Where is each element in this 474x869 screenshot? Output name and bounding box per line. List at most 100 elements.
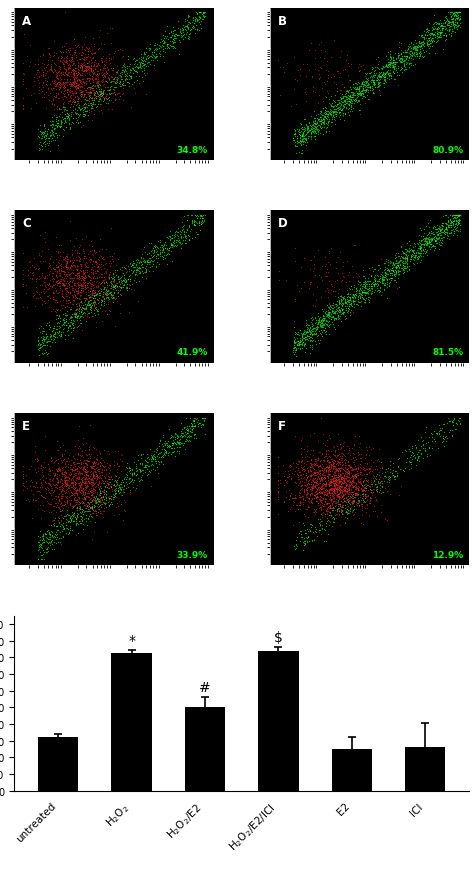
Point <box>342 303 349 317</box>
Point <box>311 488 319 502</box>
Point <box>175 434 182 448</box>
Point <box>299 127 306 141</box>
Point <box>337 438 344 452</box>
Point <box>406 41 414 55</box>
Point <box>67 513 75 527</box>
Point <box>382 261 389 275</box>
Point <box>402 256 410 270</box>
Point <box>85 497 92 511</box>
Point <box>311 328 319 342</box>
Point <box>349 78 357 92</box>
Point <box>36 255 44 269</box>
Text: 81.5%: 81.5% <box>432 348 463 357</box>
Point <box>336 109 344 123</box>
Point <box>140 64 147 78</box>
Point <box>109 490 117 504</box>
Point <box>91 298 98 312</box>
Point <box>79 103 87 117</box>
Point <box>355 84 363 98</box>
Point <box>401 251 409 265</box>
Point <box>70 285 78 299</box>
Point <box>300 543 307 557</box>
Point <box>300 340 308 354</box>
Point <box>303 488 310 501</box>
Point <box>108 289 115 302</box>
Point <box>93 293 101 307</box>
Point <box>108 469 115 483</box>
Point <box>70 97 78 111</box>
Point <box>95 467 102 481</box>
Point <box>403 251 410 265</box>
Point <box>91 464 99 478</box>
Point <box>387 56 394 70</box>
Point <box>405 47 413 61</box>
Point <box>403 50 410 64</box>
Point <box>133 465 141 479</box>
Point <box>153 441 161 455</box>
Point <box>178 224 185 238</box>
Point <box>122 281 130 295</box>
Point <box>346 96 353 109</box>
Point <box>70 267 77 281</box>
Point <box>366 84 374 98</box>
Point <box>82 285 89 299</box>
Point <box>438 218 445 232</box>
Point <box>438 17 445 30</box>
Point <box>325 315 332 329</box>
Point <box>81 79 88 93</box>
Point <box>74 59 82 73</box>
Point <box>410 448 418 462</box>
Point <box>171 36 178 50</box>
Point <box>328 508 335 522</box>
Point <box>326 463 334 477</box>
Point <box>83 67 91 81</box>
Point <box>91 494 99 508</box>
Point <box>337 488 345 502</box>
Point <box>123 265 130 279</box>
Point <box>345 492 352 506</box>
Point <box>435 228 442 242</box>
Point <box>353 95 360 109</box>
Point <box>150 54 157 68</box>
Point <box>333 503 341 517</box>
Point <box>51 499 58 513</box>
Point <box>326 468 334 481</box>
Point <box>172 226 179 240</box>
Point <box>316 446 324 460</box>
Point <box>109 269 116 283</box>
Point <box>67 258 74 272</box>
Point <box>436 224 444 238</box>
Point <box>140 266 147 280</box>
Point <box>54 66 61 80</box>
Point <box>420 235 428 249</box>
Point <box>407 56 414 70</box>
Point <box>371 69 378 83</box>
Point <box>399 259 407 273</box>
Point <box>311 133 319 147</box>
Point <box>318 82 326 96</box>
Point <box>397 462 405 476</box>
Point <box>400 45 407 59</box>
Point <box>436 238 444 252</box>
Point <box>64 109 72 123</box>
Point <box>302 333 310 347</box>
Point <box>181 237 189 251</box>
Point <box>456 6 464 20</box>
Point <box>379 70 387 84</box>
Point <box>99 489 107 503</box>
Point <box>102 65 110 79</box>
Point <box>324 113 331 127</box>
Point <box>125 80 132 94</box>
Point <box>103 81 110 95</box>
Point <box>312 490 319 504</box>
Point <box>82 436 90 450</box>
Point <box>49 518 56 532</box>
Point <box>330 511 337 525</box>
Point <box>292 147 300 161</box>
Point <box>174 30 182 43</box>
Point <box>92 490 100 504</box>
Point <box>351 94 358 108</box>
Point <box>41 135 49 149</box>
Point <box>383 268 390 282</box>
Point <box>449 415 456 429</box>
